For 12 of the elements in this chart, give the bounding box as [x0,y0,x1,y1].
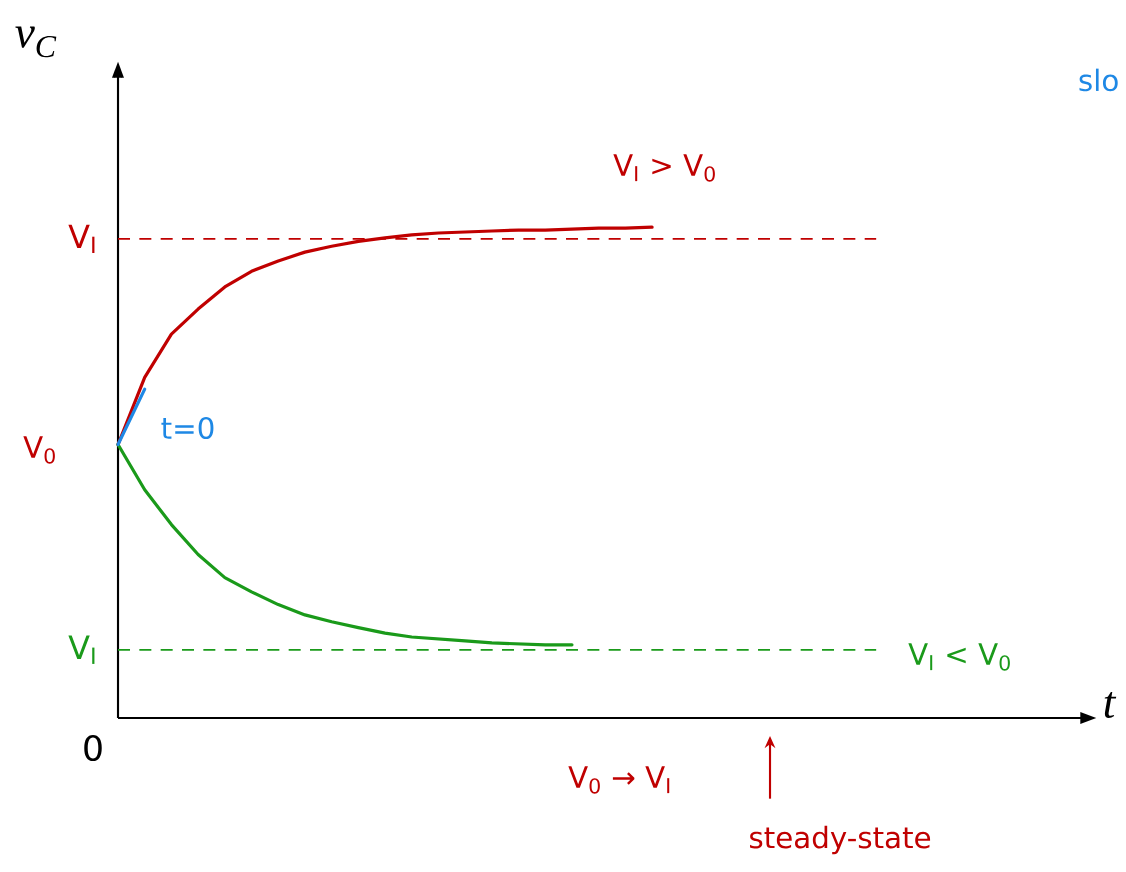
x-axis-title: t [1104,692,1117,718]
ref-line-label: V$_{I}$ [68,224,95,254]
text: steady-state [750,825,931,855]
annotation: V$_{I}$ < V$_{0}$ [908,643,1010,671]
annotation: t=0 [161,416,214,440]
text: slo [1079,68,1118,92]
text: V$_{0}$ → V$_{I}$ [568,766,670,794]
ref-line-label: V$_{I}$ [68,635,95,664]
text: V$_{0}$ [23,436,55,464]
text: V$_{I}$ > V$_{0}$ [613,154,715,182]
text: 0 [84,734,102,762]
y-axis-title: v$_{C}$ [15,26,57,58]
